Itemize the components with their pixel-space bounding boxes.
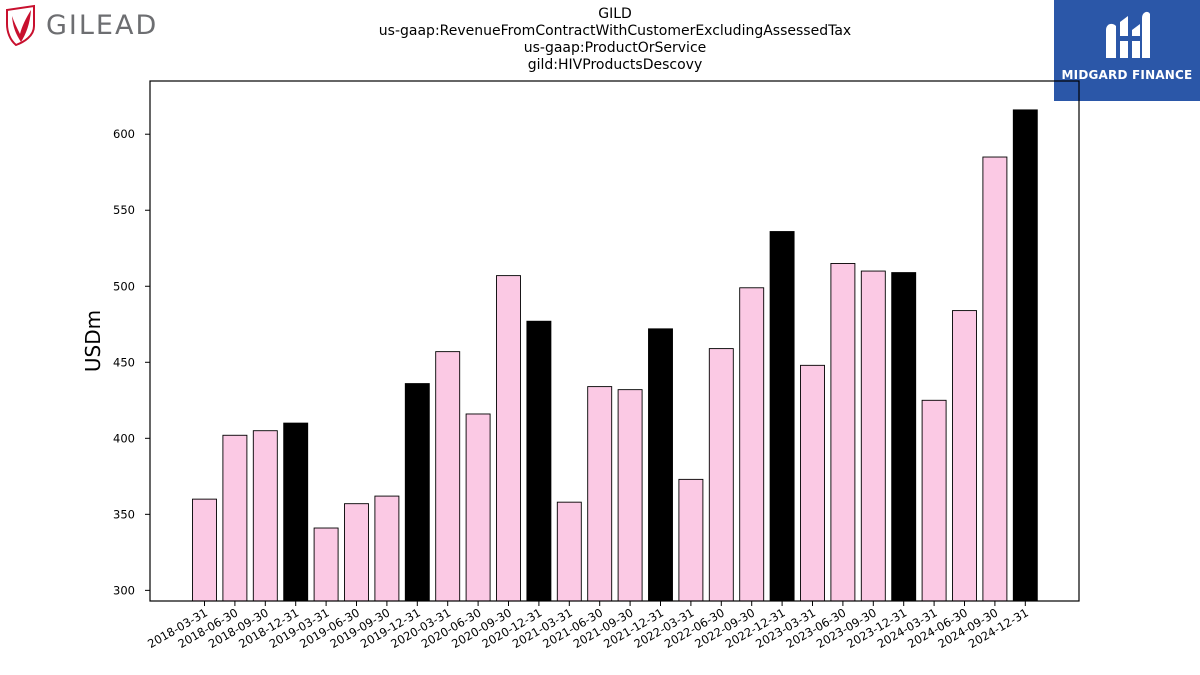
bar-2023-03-31 (800, 364, 825, 602)
y-axis-label: USDm (81, 310, 105, 372)
bar-2022-12-31 (769, 231, 795, 602)
bar-2020-12-31 (526, 320, 552, 602)
chart-title-line-3: us-gaap:ProductOrService (523, 40, 707, 56)
bar-2024-12-31 (1012, 109, 1038, 602)
bar-2023-09-30 (860, 270, 886, 602)
bar-2019-03-31 (313, 527, 339, 602)
y-tick-label-450: 450 (113, 355, 135, 369)
bar-2018-09-30 (252, 430, 278, 602)
bar-2021-09-30 (617, 389, 643, 602)
bar-2020-03-31 (435, 351, 461, 602)
bars-group (192, 109, 1038, 602)
bar-2024-09-30 (982, 156, 1008, 602)
y-tick-label-400: 400 (113, 431, 135, 445)
bar-2021-03-31 (556, 501, 582, 602)
plot-frame (149, 80, 1080, 602)
gilead-wordmark: GILEAD (46, 10, 159, 41)
y-tick-label-550: 550 (113, 203, 135, 217)
bar-2023-06-30 (830, 263, 856, 602)
bar-2019-09-30 (374, 495, 400, 602)
x-axis: 2018-03-312018-06-302018-09-302018-12-31… (145, 601, 1031, 651)
y-tick-label-600: 600 (113, 127, 135, 141)
chart-title-line-2: us-gaap:RevenueFromContractWithCustomerE… (378, 23, 852, 39)
bar-2019-12-31 (404, 383, 430, 602)
chart-title-line-4: gild:HIVProductsDescovy (527, 57, 703, 73)
bar-2018-06-30 (222, 434, 248, 602)
bar-2020-06-30 (465, 413, 491, 602)
bar-2018-03-31 (192, 498, 217, 602)
bar-2023-12-31 (891, 272, 917, 602)
y-tick-label-300: 300 (113, 583, 135, 597)
midgard-logo: MIDGARD FINANCE (1054, 0, 1200, 101)
bar-2024-03-31 (921, 399, 947, 602)
bar-2021-06-30 (587, 386, 613, 602)
bar-2022-09-30 (739, 287, 765, 602)
gilead-logo: GILEAD (4, 4, 164, 48)
y-tick-label-500: 500 (113, 279, 135, 293)
bar-2020-09-30 (496, 275, 521, 602)
bar-2019-06-30 (344, 503, 369, 602)
y-axis: 300 350 400 450 500 550 600 (113, 127, 150, 597)
bar-2018-12-31 (283, 422, 309, 602)
midgard-wordmark: MIDGARD FINANCE (1061, 68, 1193, 82)
gilead-logo-icon (6, 4, 35, 46)
midgard-logo-icon (1106, 11, 1150, 58)
y-tick-label-350: 350 (113, 507, 135, 521)
bar-2024-06-30 (952, 310, 977, 602)
chart-title: GILD us-gaap:RevenueFromContractWithCust… (290, 6, 940, 74)
bar-2022-03-31 (678, 478, 704, 602)
bar-2022-06-30 (708, 348, 734, 602)
bar-2021-12-31 (648, 328, 673, 602)
chart-title-line-1: GILD (598, 6, 632, 22)
